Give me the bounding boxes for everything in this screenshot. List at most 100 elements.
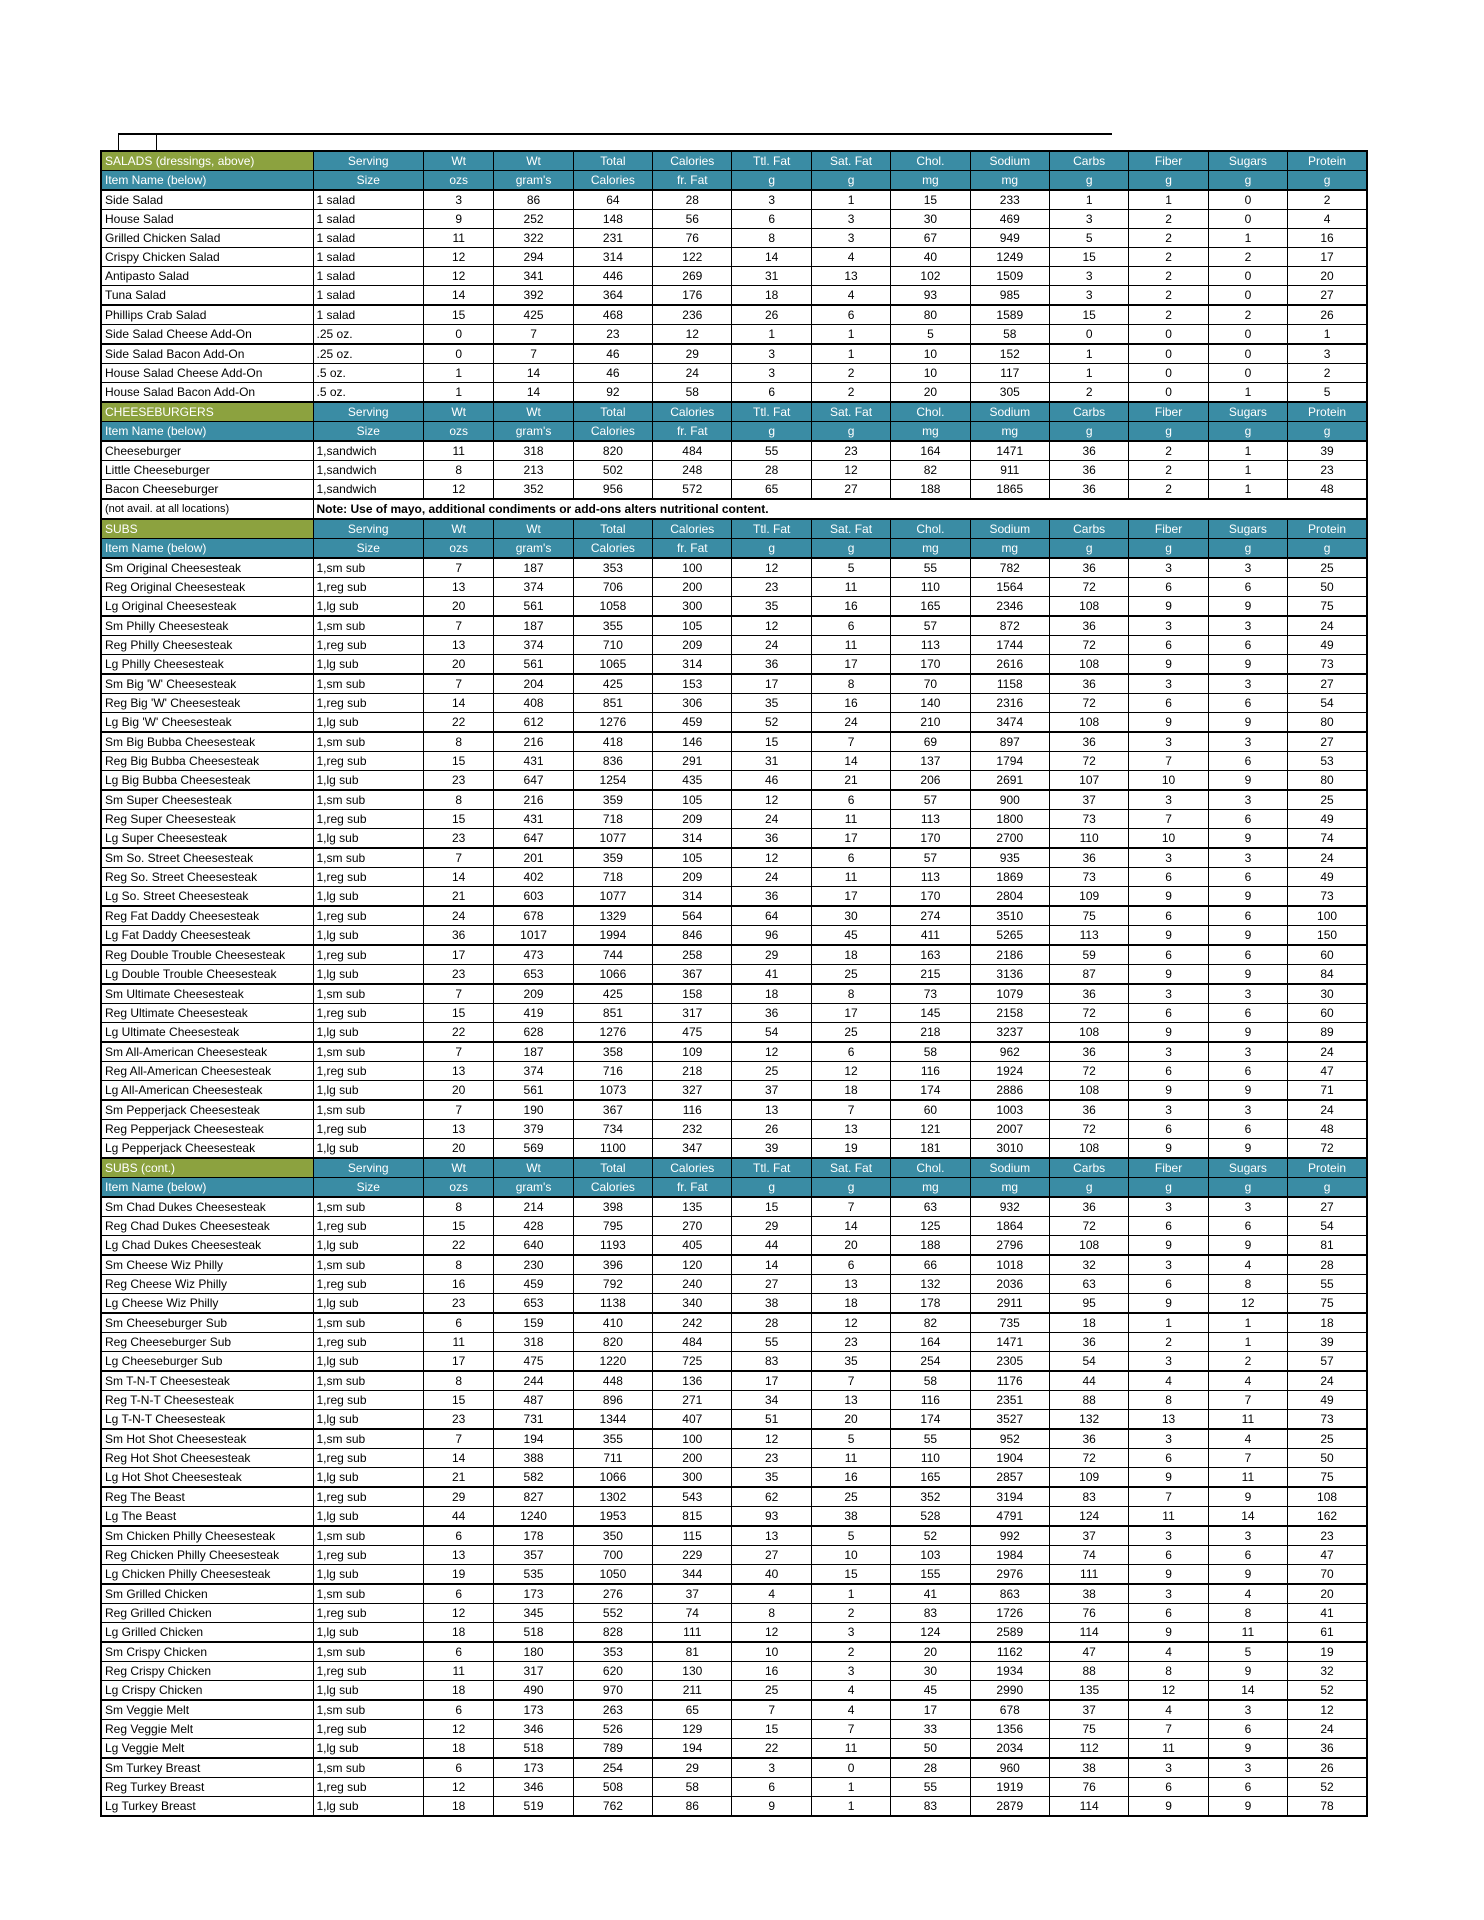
value-cell: 55 bbox=[731, 1332, 812, 1352]
value-cell: 58 bbox=[969, 324, 1050, 345]
value-cell: 25 bbox=[810, 964, 892, 985]
value-cell: 552 bbox=[572, 1603, 654, 1623]
value-cell: 1220 bbox=[572, 1351, 654, 1372]
value-cell: 6 bbox=[810, 847, 892, 868]
value-cell: 1079 bbox=[969, 983, 1050, 1004]
value-cell: 113 bbox=[890, 867, 971, 887]
value-cell: 2 bbox=[810, 382, 892, 403]
item-name-cell: Sm Crispy Chicken bbox=[100, 1641, 314, 1662]
value-cell: 116 bbox=[652, 1099, 733, 1120]
column-unit-header: g bbox=[1207, 538, 1289, 559]
value-cell: 3 bbox=[1048, 266, 1130, 286]
value-cell: 3 bbox=[810, 209, 892, 229]
value-cell: 36 bbox=[1048, 673, 1130, 694]
value-cell: 17 bbox=[810, 886, 892, 907]
item-name-cell: Lg Crispy Chicken bbox=[100, 1680, 314, 1701]
value-cell: 678 bbox=[969, 1699, 1050, 1720]
top-rule-tick bbox=[156, 135, 157, 151]
value-cell: 322 bbox=[493, 228, 574, 248]
table-row: Reg T-N-T Cheesesteak 1,reg sub 15 487 896 27… bbox=[100, 1390, 1368, 1410]
value-cell: 8 bbox=[1207, 1603, 1289, 1623]
value-cell: 744 bbox=[572, 944, 654, 965]
value-cell: 7 bbox=[423, 1099, 495, 1120]
table-row: Sm Grilled Chicken 1,sm sub 6 173 276 37 4 1 41 8… bbox=[100, 1583, 1368, 1604]
value-cell: 15 bbox=[423, 304, 495, 325]
value-cell: 19 bbox=[810, 1138, 892, 1159]
value-cell: 2 bbox=[1128, 285, 1209, 306]
value-cell: 2 bbox=[810, 1603, 892, 1623]
value-cell: 30 bbox=[890, 1661, 971, 1681]
value-cell: 9 bbox=[1128, 654, 1209, 675]
value-cell: 3 bbox=[1207, 1525, 1289, 1546]
table-row: Sm Veggie Melt 1,sm sub 6 173 263 65 7 4 17 678 37… bbox=[100, 1699, 1368, 1720]
value-cell: 718 bbox=[572, 867, 654, 887]
column-header: Sodium bbox=[969, 150, 1050, 171]
value-cell: 11 bbox=[1128, 1738, 1209, 1759]
value-cell: 50 bbox=[890, 1738, 971, 1759]
value-cell: 84 bbox=[1287, 964, 1368, 985]
item-name-cell: Sm Cheese Wiz Philly bbox=[100, 1254, 314, 1275]
column-header: Ttl. Fat bbox=[731, 1157, 812, 1178]
value-cell: 63 bbox=[1048, 1274, 1130, 1294]
value-cell: 112 bbox=[1048, 1738, 1130, 1759]
item-name-cell: Sm Veggie Melt bbox=[100, 1699, 314, 1720]
serving-size-cell: 1,sm sub bbox=[312, 557, 425, 578]
value-cell: 48 bbox=[1287, 1119, 1368, 1139]
value-cell: 187 bbox=[493, 1041, 574, 1062]
value-cell: 271 bbox=[652, 1390, 733, 1410]
value-cell: 27 bbox=[1287, 285, 1368, 306]
item-name-cell: Lg Ultimate Cheesesteak bbox=[100, 1022, 314, 1043]
value-cell: 83 bbox=[890, 1796, 971, 1817]
serving-size-cell: 1,sm sub bbox=[312, 673, 425, 694]
value-cell: 1 bbox=[1287, 324, 1368, 345]
value-cell: 9 bbox=[1207, 1564, 1289, 1585]
value-cell: 20 bbox=[890, 1641, 971, 1662]
column-unit-header: g bbox=[1128, 421, 1209, 442]
serving-size-cell: 1,lg sub bbox=[312, 1293, 425, 1314]
value-cell: 36 bbox=[1048, 479, 1130, 500]
table-row: Lg Big Bubba Cheesesteak 1,lg sub 23 647 125… bbox=[100, 770, 1368, 791]
serving-size-cell: 1,sandwich bbox=[312, 479, 425, 500]
value-cell: 73 bbox=[1287, 654, 1368, 675]
column-header: Sodium bbox=[969, 518, 1050, 539]
value-cell: 173 bbox=[493, 1699, 574, 1720]
item-name-cell: House Salad Bacon Add-On bbox=[100, 382, 314, 403]
value-cell: 473 bbox=[493, 944, 574, 965]
value-cell: 23 bbox=[423, 964, 495, 985]
value-cell: 612 bbox=[493, 712, 574, 733]
value-cell: 1158 bbox=[969, 673, 1050, 694]
item-name-cell: Lg Cheese Wiz Philly bbox=[100, 1293, 314, 1314]
value-cell: 18 bbox=[810, 1293, 892, 1314]
value-cell: 11 bbox=[1128, 1506, 1209, 1527]
value-cell: 1794 bbox=[969, 751, 1050, 771]
value-cell: 66 bbox=[890, 1254, 971, 1275]
column-unit-header: Size bbox=[312, 538, 425, 559]
value-cell: 2691 bbox=[969, 770, 1050, 791]
value-cell: 248 bbox=[652, 460, 733, 480]
value-cell: 10 bbox=[1128, 770, 1209, 791]
column-unit-header: g bbox=[810, 1177, 892, 1198]
column-unit-header: fr. Fat bbox=[652, 1177, 733, 1198]
value-cell: 7 bbox=[1128, 1486, 1209, 1507]
column-unit-header: fr. Fat bbox=[652, 421, 733, 442]
value-cell: 7 bbox=[1207, 1448, 1289, 1468]
value-cell: 20 bbox=[810, 1409, 892, 1430]
value-cell: 2 bbox=[1128, 266, 1209, 286]
value-cell: 33 bbox=[890, 1719, 971, 1739]
value-cell: 35 bbox=[810, 1351, 892, 1372]
value-cell: 569 bbox=[493, 1138, 574, 1159]
value-cell: 4 bbox=[810, 1699, 892, 1720]
item-name-cell: Lg The Beast bbox=[100, 1506, 314, 1527]
serving-size-cell: 1,lg sub bbox=[312, 1622, 425, 1643]
value-cell: 52 bbox=[731, 712, 812, 733]
serving-size-cell: 1,lg sub bbox=[312, 1235, 425, 1256]
value-cell: 4 bbox=[1207, 1428, 1289, 1449]
value-cell: 25 bbox=[731, 1680, 812, 1701]
value-cell: 14 bbox=[423, 867, 495, 887]
table-row: House Salad Cheese Add-On .5 oz. 1 14 46 24 3 2… bbox=[100, 363, 1368, 383]
value-cell: 359 bbox=[572, 847, 654, 868]
column-unit-header: g bbox=[731, 421, 812, 442]
value-cell: 73 bbox=[1048, 809, 1130, 829]
value-cell: 0 bbox=[1128, 324, 1209, 345]
value-cell: 18 bbox=[731, 983, 812, 1004]
